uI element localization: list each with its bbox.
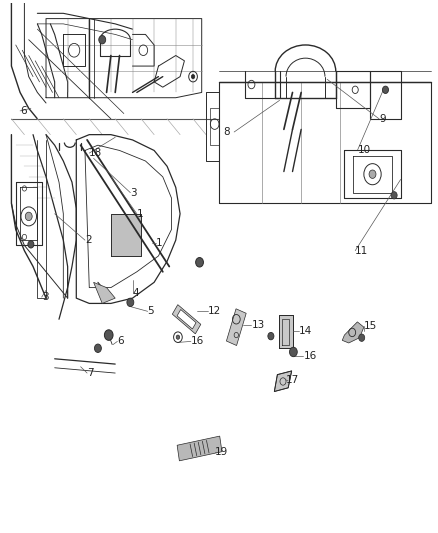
Text: 1: 1 [137,209,144,219]
Circle shape [104,330,113,341]
Text: 15: 15 [364,320,377,330]
Polygon shape [172,305,201,334]
Circle shape [28,241,34,248]
Circle shape [369,170,376,179]
Text: 10: 10 [357,146,371,156]
Polygon shape [94,282,115,303]
Text: 1: 1 [156,238,163,248]
Text: 6: 6 [117,336,124,346]
Text: 18: 18 [89,148,102,158]
Text: 14: 14 [299,326,312,336]
Text: 3: 3 [131,188,137,198]
Circle shape [176,335,180,340]
Polygon shape [279,315,293,348]
Polygon shape [177,310,196,329]
Circle shape [268,333,274,340]
Text: 9: 9 [379,114,385,124]
Polygon shape [342,322,364,343]
Circle shape [196,257,203,267]
Text: 19: 19 [215,447,228,457]
Circle shape [99,36,106,44]
Circle shape [191,75,195,79]
Polygon shape [111,214,141,256]
Circle shape [359,334,365,342]
Circle shape [382,86,389,93]
Text: 12: 12 [208,306,222,316]
Polygon shape [274,371,292,392]
Text: 13: 13 [251,319,265,329]
Circle shape [127,298,134,306]
Text: 8: 8 [223,127,230,137]
Circle shape [25,212,32,221]
Text: 3: 3 [42,292,48,302]
Text: 17: 17 [286,375,299,385]
Circle shape [391,191,397,199]
Text: 5: 5 [148,306,154,316]
Text: 4: 4 [133,288,139,298]
Text: 11: 11 [355,246,368,256]
Circle shape [290,347,297,357]
Polygon shape [177,436,222,461]
Polygon shape [226,309,246,345]
Text: 16: 16 [191,336,204,346]
Text: 6: 6 [20,106,27,116]
Text: 7: 7 [87,368,94,378]
Text: 2: 2 [85,235,92,245]
Text: 16: 16 [304,351,317,361]
Circle shape [95,344,101,352]
